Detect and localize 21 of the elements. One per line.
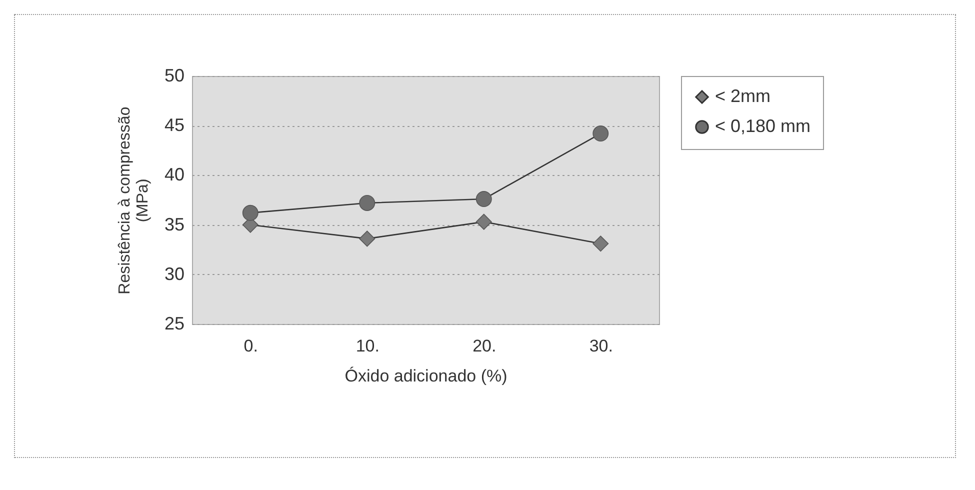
point [242,204,258,221]
legend-label: < 0,180 mm [715,116,811,136]
x-axis-title: Óxido adicionado (%) [344,366,508,386]
x-tick-label: 20. [472,336,496,356]
x-tick-label: 30. [589,336,613,356]
y-tick-label: 50 [164,66,184,86]
point [592,236,609,252]
point [592,126,609,142]
y-tick-label: 40 [164,164,184,185]
y-tick-label: 35 [164,214,184,234]
point [476,191,492,207]
x-tick-label: 0. [244,336,258,356]
y-tick-label: 30 [164,264,184,284]
point [359,195,376,211]
y-tick-label: 25 [164,314,184,334]
y-tick-label: 45 [164,115,184,136]
legend-label: < 2mm [715,86,771,106]
x-tick-label: 10. [356,336,380,356]
y-axis-title: Resistência à compressão (MPa) [116,106,152,294]
point [359,230,376,247]
point [476,214,492,230]
